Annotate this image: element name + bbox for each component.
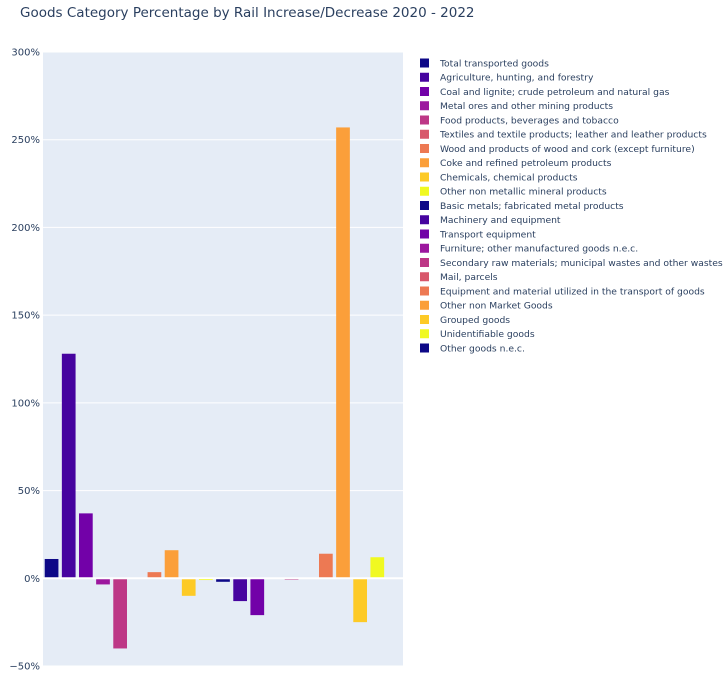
legend-label[interactable]: Chemicals, chemical products bbox=[440, 172, 578, 183]
legend-label[interactable]: Furniture; other manufactured goods n.e.… bbox=[440, 244, 638, 255]
bar[interactable] bbox=[233, 578, 247, 602]
legend-swatch[interactable] bbox=[420, 243, 429, 253]
legend-swatch[interactable] bbox=[420, 258, 429, 267]
bar[interactable] bbox=[113, 578, 127, 649]
legend-label[interactable]: Secondary raw materials; municipal waste… bbox=[440, 258, 723, 269]
bar[interactable] bbox=[370, 557, 385, 579]
legend-label[interactable]: Coke and refined petroleum products bbox=[440, 158, 612, 169]
bars bbox=[44, 127, 385, 649]
bar[interactable] bbox=[147, 572, 162, 579]
legend-label[interactable]: Wood and products of wood and cork (exce… bbox=[440, 144, 695, 155]
legend-swatch[interactable] bbox=[420, 129, 429, 139]
chart-title: Goods Category Percentage by Rail Increa… bbox=[20, 5, 475, 21]
legend-swatch[interactable] bbox=[420, 343, 429, 353]
bar[interactable] bbox=[336, 127, 350, 579]
legend-label[interactable]: Textiles and textile products; leather a… bbox=[439, 130, 707, 141]
legend-label[interactable]: Coal and lignite; crude petroleum and na… bbox=[440, 87, 670, 98]
legend-swatch[interactable] bbox=[420, 201, 429, 210]
legend-swatch[interactable] bbox=[420, 144, 429, 153]
legend-label[interactable]: Total transported goods bbox=[439, 58, 549, 69]
legend-label[interactable]: Basic metals; fabricated metal products bbox=[440, 201, 624, 212]
legend-swatch[interactable] bbox=[420, 172, 429, 182]
y-axis-ticks: −50% 0% 50% 100% 150% 200% 250% 300% bbox=[9, 48, 40, 673]
y-tick-label: 150% bbox=[11, 311, 40, 322]
legend-swatch[interactable] bbox=[420, 72, 429, 82]
legend-label[interactable]: Food products, beverages and tobacco bbox=[440, 115, 619, 126]
legend[interactable]: Total transported goods Agriculture, hunt… bbox=[420, 58, 723, 354]
y-tick-label: 300% bbox=[11, 48, 40, 59]
legend-label[interactable]: Other goods n.e.c. bbox=[440, 343, 525, 354]
legend-swatch[interactable] bbox=[420, 329, 429, 339]
bar[interactable] bbox=[61, 353, 76, 579]
legend-swatch[interactable] bbox=[420, 101, 429, 111]
legend-swatch[interactable] bbox=[420, 286, 429, 296]
legend-label[interactable]: Machinery and equipment bbox=[440, 215, 561, 226]
legend-label[interactable]: Equipment and material utilized in the t… bbox=[440, 286, 705, 297]
y-tick-label: 250% bbox=[11, 135, 40, 146]
y-tick-label: 0% bbox=[24, 574, 40, 585]
legend-label[interactable]: Transport equipment bbox=[439, 229, 536, 240]
bar[interactable] bbox=[164, 550, 179, 579]
bar[interactable] bbox=[181, 578, 196, 596]
y-tick-label: −50% bbox=[9, 662, 40, 673]
y-tick-label: 50% bbox=[18, 486, 40, 497]
bar[interactable] bbox=[319, 553, 333, 579]
legend-swatch[interactable] bbox=[420, 300, 429, 310]
legend-swatch[interactable] bbox=[420, 87, 429, 96]
y-tick-label: 100% bbox=[11, 398, 40, 409]
bar[interactable] bbox=[250, 578, 265, 616]
legend-swatch[interactable] bbox=[420, 58, 429, 68]
bar[interactable] bbox=[96, 578, 110, 585]
y-tick-label: 200% bbox=[11, 223, 40, 234]
legend-label[interactable]: Other non metallic mineral products bbox=[440, 187, 607, 198]
legend-swatch[interactable] bbox=[420, 315, 429, 324]
legend-swatch[interactable] bbox=[420, 115, 429, 125]
legend-swatch[interactable] bbox=[420, 272, 429, 282]
legend-label[interactable]: Mail, parcels bbox=[440, 272, 498, 283]
bar[interactable] bbox=[353, 578, 367, 623]
bar[interactable] bbox=[44, 558, 59, 579]
bar[interactable] bbox=[216, 578, 230, 582]
legend-label[interactable]: Agriculture, hunting, and forestry bbox=[440, 73, 594, 84]
legend-label[interactable]: Metal ores and other mining products bbox=[440, 101, 613, 112]
legend-label[interactable]: Grouped goods bbox=[440, 315, 510, 326]
bar[interactable] bbox=[79, 513, 93, 579]
legend-swatch[interactable] bbox=[420, 229, 429, 239]
legend-label[interactable]: Other non Market Goods bbox=[440, 301, 553, 312]
legend-swatch[interactable] bbox=[420, 158, 429, 168]
legend-swatch[interactable] bbox=[420, 186, 429, 196]
legend-swatch[interactable] bbox=[420, 215, 429, 225]
legend-label[interactable]: Unidentifiable goods bbox=[440, 329, 535, 340]
